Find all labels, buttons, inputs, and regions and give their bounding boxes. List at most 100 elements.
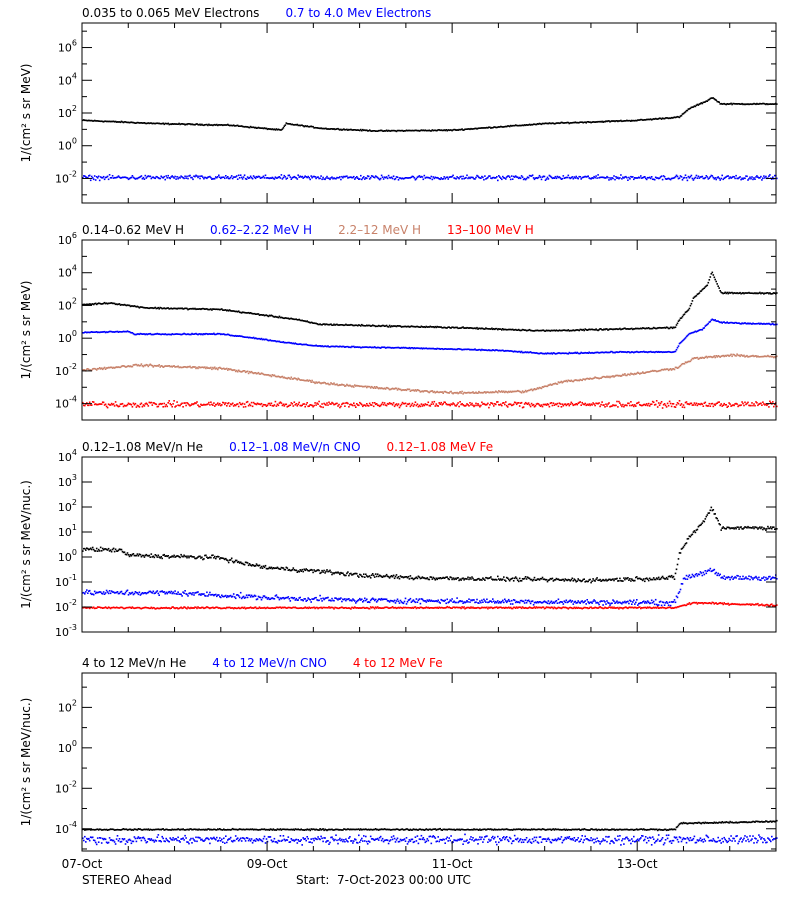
data-point (391, 325, 394, 328)
data-point (496, 579, 498, 581)
data-point (405, 389, 408, 392)
data-point (88, 119, 91, 122)
data-point (589, 177, 591, 180)
data-point (382, 346, 385, 349)
data-point (694, 404, 697, 406)
data-point (538, 174, 541, 177)
data-point (373, 386, 376, 388)
data-point (577, 329, 579, 331)
data-point (348, 346, 350, 349)
data-point (529, 405, 532, 408)
data-point (634, 404, 636, 406)
data-point (626, 328, 628, 330)
data-point (616, 577, 618, 580)
data-point (136, 305, 139, 308)
data-point (674, 116, 677, 119)
data-point (303, 379, 305, 382)
data-point (635, 177, 637, 179)
data-point (432, 576, 435, 579)
data-point (450, 348, 452, 350)
data-point (332, 324, 334, 326)
data-point (173, 123, 175, 125)
data-point (235, 335, 238, 337)
data-point (271, 176, 274, 179)
data-point (101, 120, 104, 123)
data-point (577, 352, 579, 355)
data-point (700, 357, 703, 359)
data-point (168, 177, 170, 179)
data-point (544, 385, 547, 387)
data-point (573, 176, 576, 178)
data-point (575, 403, 577, 405)
data-point (513, 390, 516, 393)
data-point (705, 100, 708, 102)
data-point (694, 531, 697, 534)
data-point (154, 333, 157, 335)
data-point (427, 578, 430, 581)
data-point (729, 354, 731, 357)
data-point (671, 327, 674, 330)
data-point (380, 129, 383, 132)
data-point (403, 402, 406, 405)
data-point (82, 119, 84, 122)
data-point (390, 575, 393, 577)
data-point (643, 119, 645, 121)
data-point (487, 349, 489, 352)
data-point (618, 328, 620, 330)
data-point (770, 323, 772, 326)
data-point (363, 573, 365, 575)
data-point (255, 563, 258, 565)
data-point (708, 177, 711, 179)
data-point (170, 365, 172, 368)
data-point (635, 373, 637, 375)
data-point (464, 128, 466, 131)
data-point (770, 402, 772, 404)
data-point (121, 550, 124, 553)
data-point (253, 372, 256, 374)
data-point (324, 345, 326, 347)
data-point (524, 178, 527, 181)
data-point (388, 176, 391, 179)
data-point (703, 520, 706, 523)
data-point (223, 176, 225, 178)
data-point (587, 377, 589, 380)
data-point (246, 336, 249, 338)
data-point (568, 176, 571, 179)
data-point (620, 350, 622, 353)
data-point (567, 174, 570, 177)
data-point (378, 325, 381, 327)
y-tick-exp: 2 (72, 296, 77, 305)
data-point (364, 346, 366, 348)
data-point (415, 347, 418, 349)
data-point (760, 103, 762, 105)
data-point (225, 557, 227, 560)
data-point (483, 328, 485, 330)
data-point (227, 559, 229, 562)
data-point (239, 335, 242, 338)
data-point (419, 391, 422, 393)
data-point (652, 178, 655, 181)
data-point (411, 347, 414, 349)
data-point (158, 364, 160, 366)
data-point (325, 177, 327, 179)
data-point (554, 403, 557, 405)
data-point (287, 569, 290, 571)
data-point (671, 117, 674, 119)
data-point (688, 108, 691, 110)
data-point (115, 303, 118, 305)
data-point (532, 388, 535, 391)
data-point (141, 365, 144, 367)
data-point (525, 390, 528, 393)
data-point (584, 121, 586, 123)
data-point (370, 574, 373, 576)
data-point (723, 177, 725, 180)
data-point (693, 357, 696, 359)
data-point (740, 103, 742, 105)
data-point (755, 323, 757, 325)
data-point (533, 576, 536, 579)
data-point (632, 579, 634, 582)
data-point (608, 375, 610, 378)
data-point (557, 352, 560, 354)
data-point (646, 351, 649, 354)
data-point (588, 579, 590, 581)
